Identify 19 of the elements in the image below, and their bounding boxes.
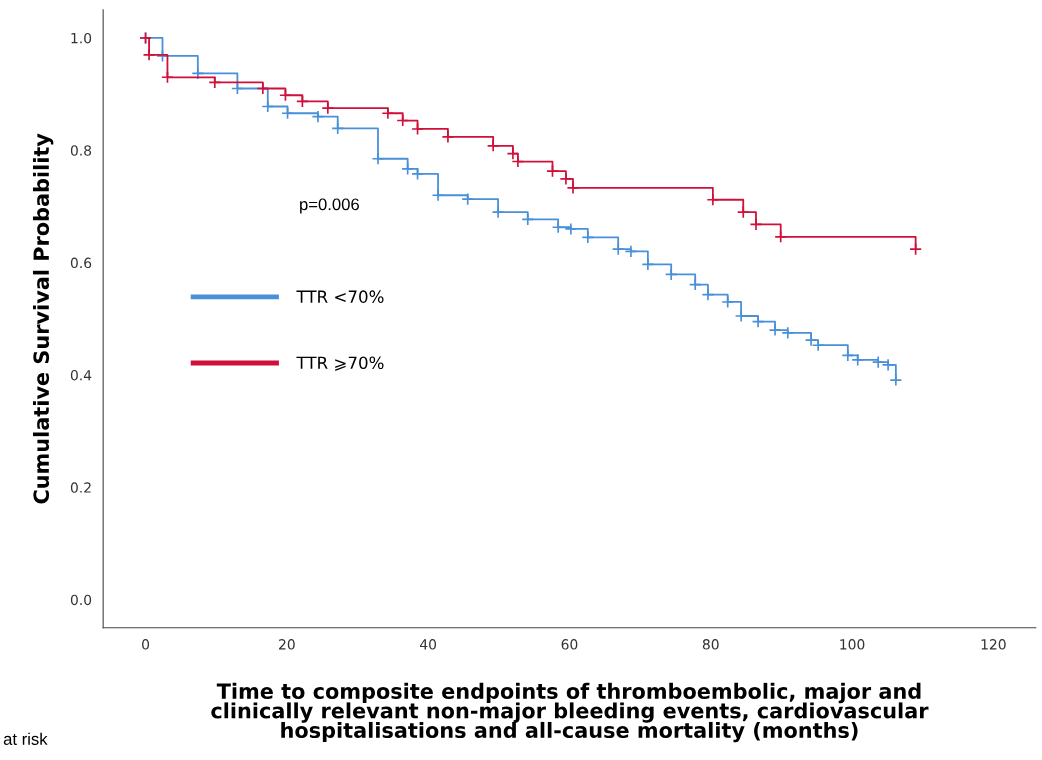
x-tick-label: 40	[419, 639, 437, 650]
y-tick-label: 0.6	[70, 257, 92, 269]
y-tick-label: 0.0	[70, 594, 92, 606]
x-axis-title: Time to composite endpoints of thromboembolic, major and clinically relevant non-major bleeding events, cardiovascular hospitalisations and all-cause mortality (months)	[211, 682, 929, 743]
x-tick-label: 80	[702, 639, 719, 650]
x-tick-label: 20	[279, 639, 295, 650]
annotation: p=0.006	[300, 198, 359, 214]
y-axis-title: Cumulative Survival Probability	[32, 133, 54, 504]
x-tick-label: 0	[142, 639, 150, 650]
y-tick-label: 0.4	[70, 369, 92, 381]
legend-label: TTR ⩾70%	[296, 356, 384, 371]
y-tick-label: 0.2	[70, 482, 91, 493]
legend-label: TTR <70%	[296, 290, 384, 303]
y-tick-label: 1.0	[71, 32, 92, 44]
x-tick-label: 100	[840, 639, 865, 650]
x-tick-label: 60	[561, 639, 578, 650]
text: at risk	[3, 732, 48, 745]
x-tick-label: 120	[981, 639, 1006, 650]
y-tick-label: 0.8	[70, 145, 92, 156]
